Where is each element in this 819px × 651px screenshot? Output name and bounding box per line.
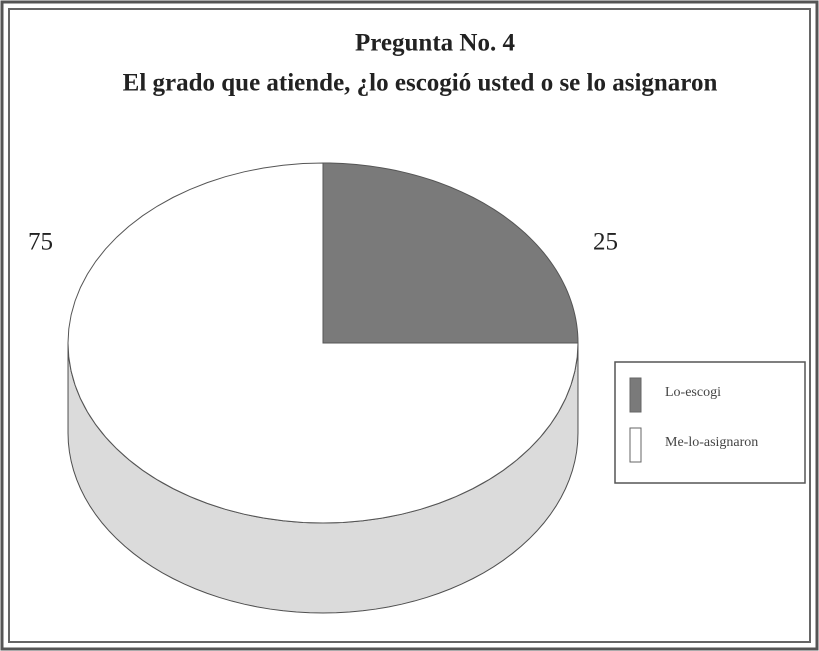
value-label: 75 (28, 229, 53, 256)
legend-swatch (629, 377, 642, 413)
legend-label: Lo-escogi (665, 385, 721, 400)
pie-slice (67, 162, 579, 524)
chart-title: Pregunta No. 4 (355, 30, 515, 57)
legend-box (614, 361, 806, 484)
pie-slice (322, 162, 579, 344)
legend-label: Me-lo-asignaron (665, 435, 758, 450)
inner-frame (8, 8, 811, 643)
chart-subtitle: El grado que atiende, ¿lo escogió usted … (123, 70, 718, 97)
value-label: 25 (593, 229, 618, 256)
legend-swatch (629, 427, 642, 463)
pie (67, 162, 579, 614)
pie-side-shade (68, 343, 578, 613)
